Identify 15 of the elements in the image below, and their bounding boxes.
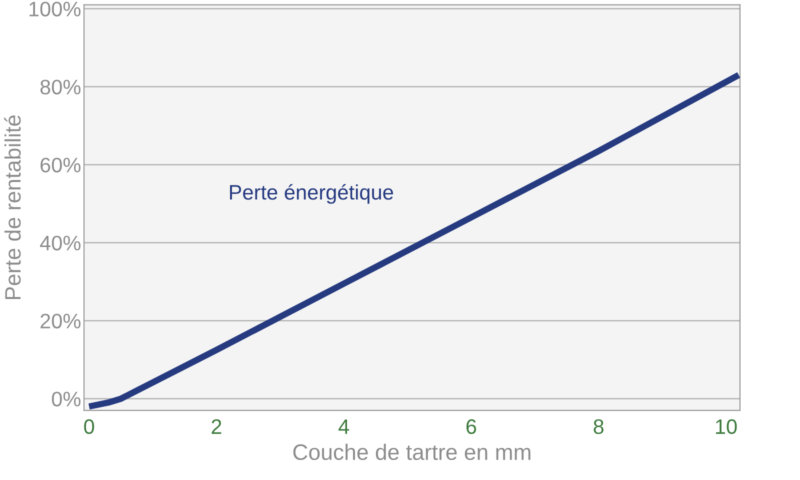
- x-tick-label: 10: [716, 419, 737, 434]
- y-tick-label: 80%: [40, 80, 80, 94]
- x-tick-label: 4: [338, 420, 350, 434]
- x-axis-title: Couche de tartre en mm: [293, 444, 530, 460]
- y-tick-label: 60%: [40, 158, 80, 172]
- y-tick-label: 100%: [30, 2, 80, 16]
- x-tick-label: 0: [84, 419, 94, 434]
- text: Perte énergétique: [230, 184, 394, 204]
- y-axis-title: Perte de rentabilité: [4, 115, 21, 300]
- x-tick-label: 8: [594, 419, 604, 434]
- y-tick-label: 0%: [52, 392, 80, 406]
- x-tick-label: 2: [212, 419, 222, 434]
- x-tick-label: 6: [466, 419, 476, 434]
- y-tick-label: 20%: [40, 314, 80, 328]
- y-tick-label: 40%: [40, 236, 80, 250]
